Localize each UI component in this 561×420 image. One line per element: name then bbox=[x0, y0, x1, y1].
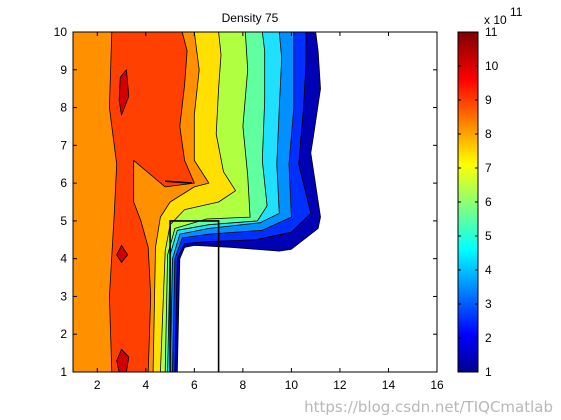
y-tick-label: 10 bbox=[54, 25, 68, 39]
y-tick-label: 3 bbox=[60, 289, 67, 303]
x-tick-label: 6 bbox=[191, 378, 198, 392]
colorbar-tick-label: 3 bbox=[485, 297, 492, 311]
colorbar-exponent-base: x 10 bbox=[484, 13, 507, 27]
overlay-line-2 bbox=[165, 180, 192, 184]
colorbar-tick-label: 8 bbox=[485, 127, 492, 141]
contour-band-level-9 bbox=[109, 32, 195, 372]
overlay-line-1 bbox=[169, 220, 220, 372]
axes-frame bbox=[72, 31, 438, 373]
contour-band-level-10 bbox=[116, 348, 130, 372]
x-tick-label: 14 bbox=[382, 378, 396, 392]
watermark-text: https://blog.csdn.net/TIQCmatlab bbox=[304, 398, 553, 416]
colorbar-tick-label: 7 bbox=[485, 161, 492, 175]
y-tick-label: 1 bbox=[60, 365, 67, 379]
x-tick-label: 16 bbox=[430, 378, 444, 392]
contour-band-level-10 bbox=[116, 244, 128, 263]
y-tick-label: 6 bbox=[60, 176, 67, 190]
y-tick-label: 5 bbox=[60, 214, 67, 228]
colorbar-tick-label: 6 bbox=[485, 195, 492, 209]
colorbar-tick-label: 5 bbox=[485, 229, 492, 243]
chart-title: Density 75 bbox=[222, 11, 279, 25]
colorbar-tick-label: 9 bbox=[485, 93, 492, 107]
colorbar-exponent-power: 11 bbox=[510, 5, 523, 19]
colorbar-tick-label: 11 bbox=[485, 25, 498, 39]
contour-band-level-10 bbox=[118, 69, 130, 116]
colorbar-tick-label: 10 bbox=[485, 59, 499, 73]
y-tick-label: 9 bbox=[60, 63, 67, 77]
x-tick-label: 4 bbox=[142, 378, 149, 392]
x-tick-label: 2 bbox=[94, 378, 101, 392]
y-tick-label: 8 bbox=[60, 101, 67, 115]
colorbar-tick-label: 4 bbox=[485, 263, 492, 277]
colorbar-tick-label: 2 bbox=[485, 331, 492, 345]
contour-bands bbox=[73, 32, 321, 372]
y-tick-label: 2 bbox=[60, 327, 67, 341]
x-tick-label: 8 bbox=[240, 378, 247, 392]
colorbar-tick-label: 1 bbox=[485, 365, 492, 379]
x-tick-label: 12 bbox=[333, 378, 347, 392]
x-tick-label: 10 bbox=[285, 378, 299, 392]
y-tick-label: 7 bbox=[60, 138, 67, 152]
y-tick-label: 4 bbox=[60, 252, 67, 266]
